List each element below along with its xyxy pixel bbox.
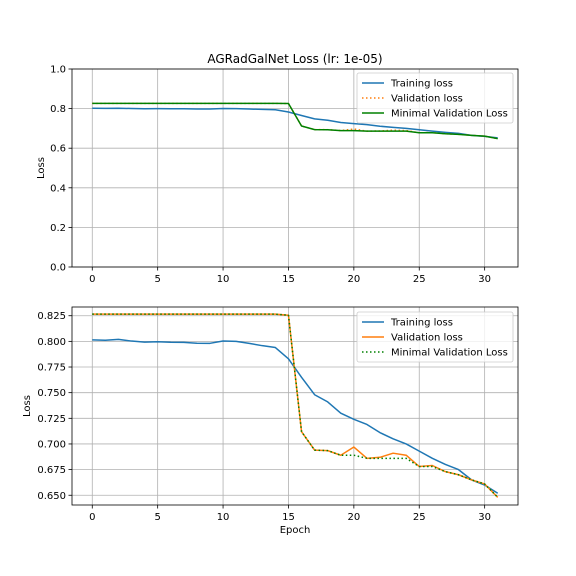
top-y-axis-label: Loss: [36, 157, 47, 179]
bottom-x-tick-label: 25: [413, 512, 426, 523]
bottom-x-tick-label: 0: [89, 512, 95, 523]
top-x-tick-label: 5: [154, 274, 160, 285]
bottom-y-tick-label: 0.650: [37, 491, 66, 502]
bottom-x-axis-label: Epoch: [280, 525, 311, 536]
bottom-legend-label: Validation loss: [391, 333, 463, 344]
bottom-y-tick-label: 0.750: [37, 388, 66, 399]
bottom-y-tick-label: 0.775: [37, 363, 66, 374]
top-legend-box: [356, 72, 514, 124]
bottom-y-tick-label: 0.800: [37, 337, 66, 348]
top-y-tick-label: 1.0: [50, 65, 66, 76]
bottom-x-tick-label: 30: [478, 512, 491, 523]
bottom-legend-label: Training loss: [390, 318, 453, 329]
top-x-tick-label: 25: [413, 274, 426, 285]
bottom-legend-label: Minimal Validation Loss: [391, 348, 508, 359]
bottom-panel: 0 5 10 15 20 25 30 0.650 0.675 0.700 0.725 0.750 0.7…: [22, 306, 519, 536]
top-legend-label: Training loss: [390, 79, 453, 90]
bottom-y-tick-label: 0.700: [37, 439, 66, 450]
top-axes-frame: [71, 68, 519, 268]
bottom-legend-box: [356, 311, 514, 363]
bottom-y-tick-label: 0.825: [37, 311, 66, 322]
top-x-tick-label: 30: [478, 274, 491, 285]
top-legend-label: Validation loss: [391, 94, 463, 105]
top-panel: 0 5 10 15 20 25 30 0.0 0.2 0.4 0.6 0.8 1.0 Loss Traini…: [36, 65, 519, 285]
bottom-x-tick-label: 10: [217, 512, 230, 523]
bottom-y-tick-label: 0.675: [37, 465, 66, 476]
top-series-minimal-validation-loss: [92, 102, 498, 140]
figure-title: AGRadGalNet Loss (lr: 1e-05): [207, 52, 382, 66]
top-x-tick-label: 20: [347, 274, 360, 285]
bottom-y-tick-label: 0.725: [37, 414, 66, 425]
top-legend-label: Minimal Validation Loss: [391, 109, 508, 120]
top-y-tick-label: 0.6: [50, 144, 66, 155]
bottom-series-validation-loss: [92, 313, 499, 498]
bottom-x-tick-label: 20: [347, 512, 360, 523]
top-y-tick-label: 0.2: [50, 223, 66, 234]
bottom-y-axis-label: Loss: [22, 395, 33, 417]
top-y-tick-label: 0.8: [50, 104, 66, 115]
top-y-tick-label: 0.4: [50, 183, 66, 194]
bottom-x-tick-label: 15: [282, 512, 295, 523]
bottom-x-tick-label: 5: [154, 512, 160, 523]
bottom-axes-frame: [71, 306, 519, 506]
top-x-tick-label: 10: [217, 274, 230, 285]
top-y-tick-label: 0.0: [50, 263, 66, 274]
top-x-tick-label: 15: [282, 274, 295, 285]
top-x-tick-label: 0: [89, 274, 95, 285]
